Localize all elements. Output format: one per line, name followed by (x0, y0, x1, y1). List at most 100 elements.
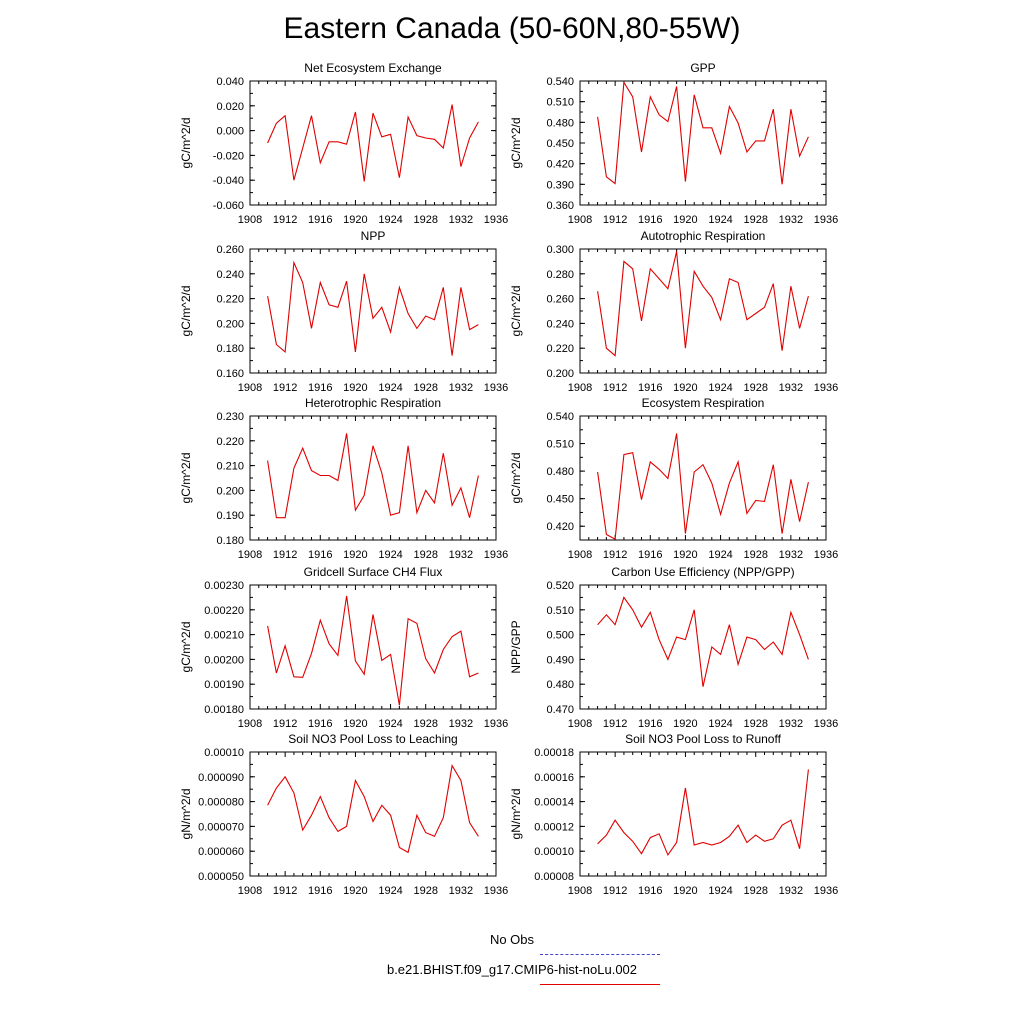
x-tick-label: 1932 (779, 549, 803, 561)
y-tick-label: 0.420 (546, 159, 574, 171)
x-tick-label: 1932 (779, 382, 803, 394)
series-line (267, 433, 479, 519)
x-tick-label: 1932 (779, 214, 803, 226)
y-tick-label: -0.040 (213, 175, 244, 187)
y-axis-label: gC/m^2/d (509, 118, 523, 169)
plot-frame (249, 80, 497, 206)
x-tick-label: 1936 (484, 885, 508, 897)
x-tick-label: 1908 (568, 885, 592, 897)
y-tick-label: 0.000070 (198, 821, 244, 833)
panel-title: Soil NO3 Pool Loss to Runoff (625, 732, 782, 746)
y-tick-label: 0.510 (546, 97, 574, 109)
y-tick-label: 0.450 (546, 494, 574, 506)
plot-frame (579, 751, 827, 877)
y-tick-label: 0.510 (546, 605, 574, 617)
x-tick-label: 1916 (638, 885, 662, 897)
y-tick-label: 0.00010 (534, 846, 574, 858)
x-tick-label: 1936 (484, 549, 508, 561)
series-line (267, 764, 479, 854)
panel-title: Gridcell Surface CH4 Flux (304, 565, 443, 579)
x-tick-label: 1912 (273, 885, 297, 897)
y-tick-label: 0.180 (216, 343, 244, 355)
y-tick-label: 0.000080 (198, 797, 244, 809)
x-tick-label: 1936 (484, 214, 508, 226)
y-tick-label: 0.220 (216, 436, 244, 448)
x-tick-label: 1924 (708, 718, 732, 730)
x-tick-label: 1936 (814, 382, 838, 394)
x-tick-label: 1924 (708, 382, 732, 394)
y-tick-label: 0.300 (546, 244, 574, 256)
x-tick-label: 1928 (413, 214, 437, 226)
y-axis-label: gN/m^2/d (509, 789, 523, 840)
x-tick-label: 1924 (708, 885, 732, 897)
x-tick-label: 1928 (413, 718, 437, 730)
x-tick-label: 1916 (638, 549, 662, 561)
x-tick-label: 1920 (673, 718, 697, 730)
y-tick-label: 0.00012 (534, 821, 574, 833)
y-tick-label: 0.360 (546, 200, 574, 212)
legend-model-line (540, 984, 660, 985)
panel-4: 1908 1912 1916 1920 1924 1928 1932 1936 0.180 0.1… (179, 396, 508, 561)
x-tick-label: 1916 (308, 885, 332, 897)
panel-6: 1908 1912 1916 1920 1924 1928 1932 1936 0.00180 0… (179, 565, 508, 730)
panel-title: Net Ecosystem Exchange (304, 61, 442, 75)
x-tick-label: 1912 (273, 382, 297, 394)
x-tick-label: 1916 (638, 718, 662, 730)
x-tick-label: 1912 (603, 885, 627, 897)
x-tick-label: 1916 (638, 382, 662, 394)
y-tick-label: 0.00180 (204, 704, 244, 716)
y-tick-label: 0.500 (546, 630, 574, 642)
y-tick-label: 0.470 (546, 704, 574, 716)
x-tick-label: 1908 (238, 885, 262, 897)
series-line (597, 596, 809, 687)
x-tick-label: 1920 (343, 885, 367, 897)
panel-title: NPP (361, 229, 386, 243)
x-tick-label: 1912 (273, 214, 297, 226)
x-tick-label: 1936 (814, 549, 838, 561)
y-tick-label: 0.000050 (198, 871, 244, 883)
x-tick-label: 1912 (603, 382, 627, 394)
y-tick-label: 0.000 (216, 126, 244, 138)
y-tick-label: 0.190 (216, 510, 244, 522)
x-tick-label: 1932 (449, 382, 473, 394)
x-tick-label: 1912 (273, 718, 297, 730)
series-line (597, 769, 809, 857)
x-tick-label: 1920 (673, 214, 697, 226)
x-tick-label: 1916 (308, 214, 332, 226)
y-axis-label: gC/m^2/d (509, 453, 523, 504)
plot-frame (249, 415, 497, 541)
x-tick-label: 1920 (343, 549, 367, 561)
plot-frame (579, 248, 827, 374)
x-tick-label: 1924 (378, 549, 402, 561)
y-tick-label: -0.060 (213, 200, 244, 212)
y-tick-label: 0.200 (216, 318, 244, 330)
y-tick-label: 0.480 (546, 117, 574, 129)
x-tick-label: 1932 (779, 718, 803, 730)
series-line (597, 80, 809, 185)
x-tick-label: 1916 (308, 549, 332, 561)
y-tick-label: 0.00220 (204, 605, 244, 617)
y-tick-label: 0.00210 (204, 630, 244, 642)
y-axis-label: gC/m^2/d (179, 453, 193, 504)
series-line (597, 433, 809, 540)
y-tick-label: 0.00190 (204, 679, 244, 691)
x-tick-label: 1908 (238, 549, 262, 561)
y-tick-label: 0.00014 (534, 797, 574, 809)
x-tick-label: 1912 (603, 214, 627, 226)
x-tick-label: 1932 (449, 885, 473, 897)
y-tick-label: 0.00008 (534, 871, 574, 883)
y-tick-label: 0.260 (546, 294, 574, 306)
x-tick-label: 1936 (484, 718, 508, 730)
series-line (267, 104, 479, 182)
x-tick-label: 1928 (743, 718, 767, 730)
x-tick-label: 1928 (743, 214, 767, 226)
plot-frame (249, 248, 497, 374)
x-tick-label: 1920 (343, 214, 367, 226)
panel-title: Carbon Use Efficiency (NPP/GPP) (611, 565, 794, 579)
x-tick-label: 1908 (238, 382, 262, 394)
x-tick-label: 1932 (779, 885, 803, 897)
x-tick-label: 1908 (238, 214, 262, 226)
y-tick-label: 0.240 (546, 318, 574, 330)
x-tick-label: 1932 (449, 718, 473, 730)
panel-7: 1908 1912 1916 1920 1924 1928 1932 1936 0.470 0.4… (509, 565, 838, 730)
